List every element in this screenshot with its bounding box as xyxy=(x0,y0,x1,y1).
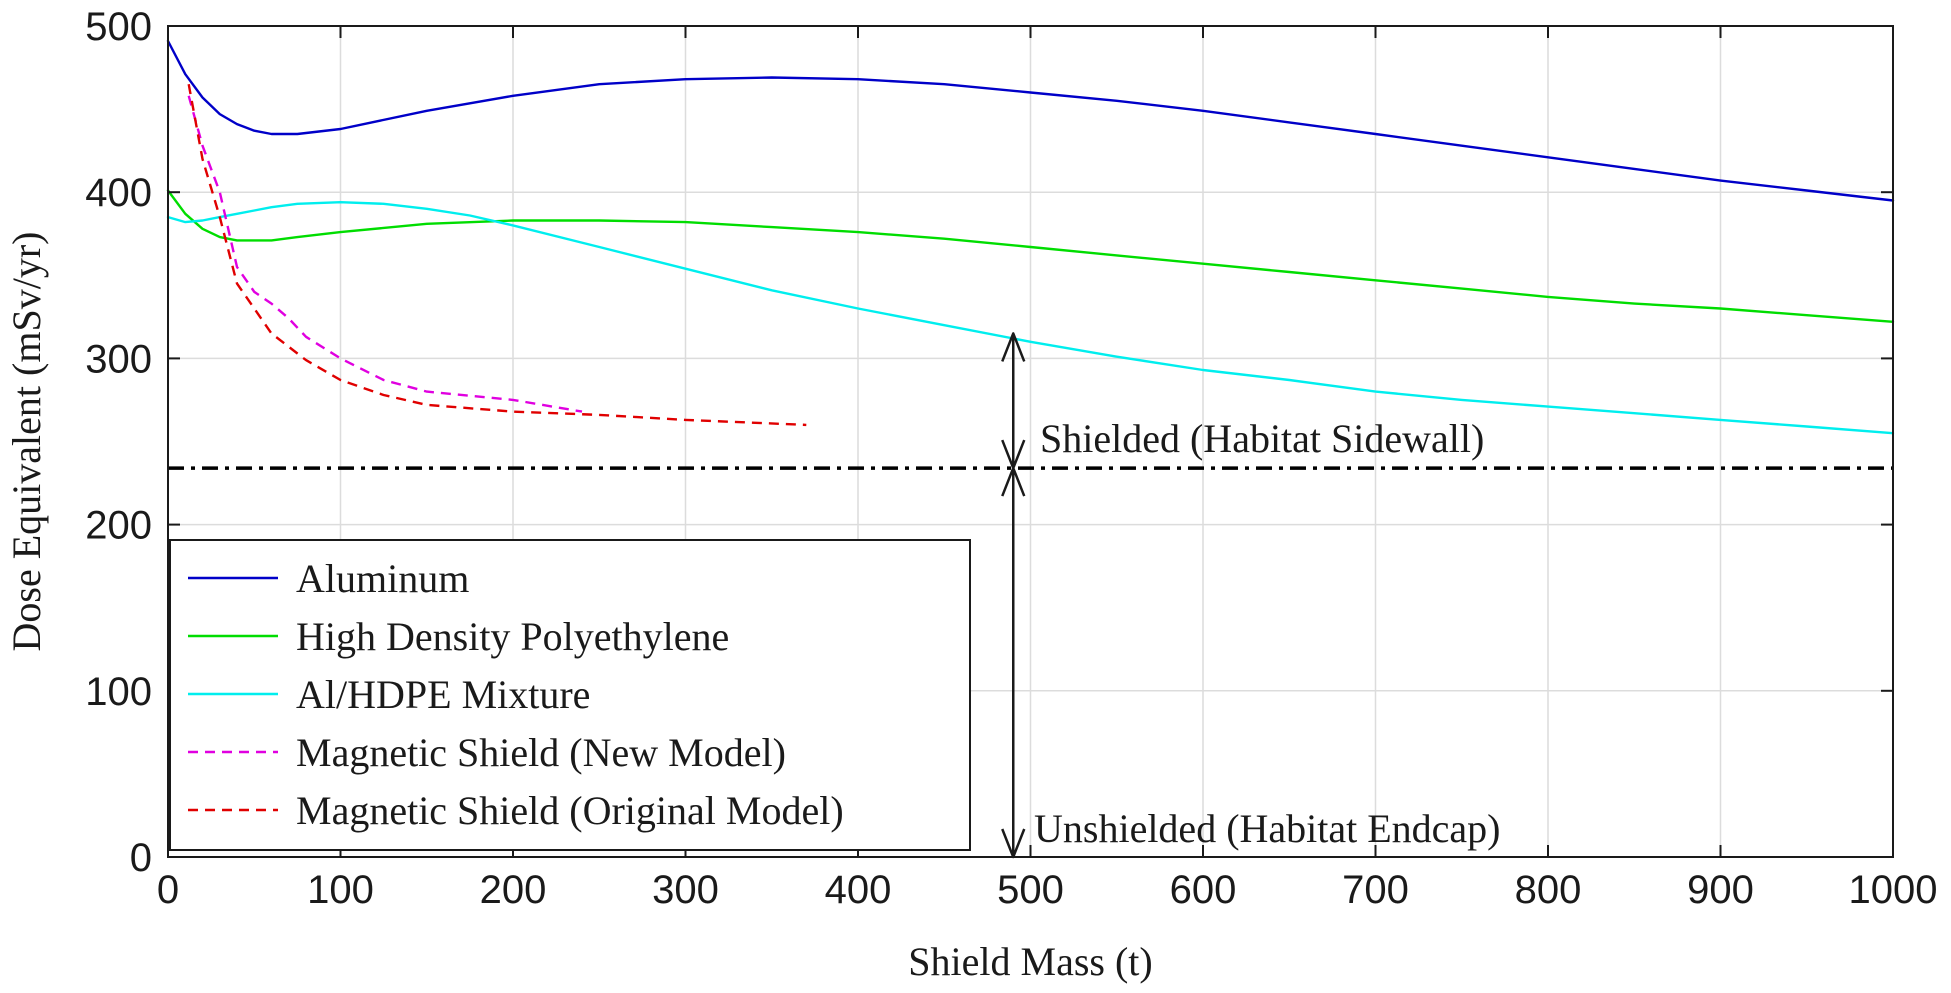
x-tick-label: 700 xyxy=(1342,868,1409,912)
legend: Aluminum High Density Polyethylene Al/HDPE… xyxy=(169,539,971,851)
x-tick-label: 300 xyxy=(652,868,719,912)
x-tick-label: 0 xyxy=(157,868,179,912)
series-line-al-hdpe-mixture xyxy=(166,200,1895,435)
arrowhead-up-shielded-sidewall xyxy=(1001,332,1026,362)
series-line-magnetic-shield-original-model xyxy=(187,83,807,427)
arrowhead-up-unshielded-endcap xyxy=(1001,466,1026,497)
legend-label: Magnetic Shield (New Model) xyxy=(296,730,786,775)
x-tick-label: 500 xyxy=(997,868,1064,912)
series-line-aluminum xyxy=(166,39,1895,202)
x-tick-label: 600 xyxy=(1170,868,1237,912)
axis-ticks: 0 100 200 300 400 500 600 700 800 900 1000 0 100 200 3… xyxy=(85,5,1937,912)
legend-label: High Density Polyethylene xyxy=(296,614,729,659)
series-line-high-density-polyethylene xyxy=(166,189,1895,323)
annotation-label-unshielded-endcap: Unshielded (Habitat Endcap) xyxy=(1034,806,1501,851)
legend-box xyxy=(169,539,971,851)
series-group xyxy=(166,39,1895,435)
y-tick-label: 500 xyxy=(85,5,152,49)
x-tick-label: 400 xyxy=(825,868,892,912)
legend-label: Al/HDPE Mixture xyxy=(296,672,590,717)
annotations-group: Shielded (Habitat Sidewall) Unshielded (H… xyxy=(1001,332,1501,859)
y-tick-label: 300 xyxy=(85,337,152,381)
annotation-label-shielded-sidewall: Shielded (Habitat Sidewall) xyxy=(1040,416,1484,461)
legend-label: Aluminum xyxy=(296,556,469,601)
series-line-magnetic-shield-new-model xyxy=(187,95,583,413)
x-tick-label: 100 xyxy=(307,868,374,912)
x-tick-label: 1000 xyxy=(1849,868,1938,912)
grid xyxy=(168,26,1893,857)
y-tick-label: 200 xyxy=(85,504,152,548)
x-axis-title: Shield Mass (t) xyxy=(908,939,1152,984)
x-tick-label: 900 xyxy=(1687,868,1754,912)
x-tick-label: 200 xyxy=(480,868,547,912)
y-tick-label: 400 xyxy=(85,171,152,215)
y-axis-title: Dose Equivalent (mSv/yr) xyxy=(4,232,49,652)
y-tick-label: 0 xyxy=(130,836,152,880)
legend-label: Magnetic Shield (Original Model) xyxy=(296,788,844,833)
y-tick-label: 100 xyxy=(85,670,152,714)
x-tick-label: 800 xyxy=(1515,868,1582,912)
